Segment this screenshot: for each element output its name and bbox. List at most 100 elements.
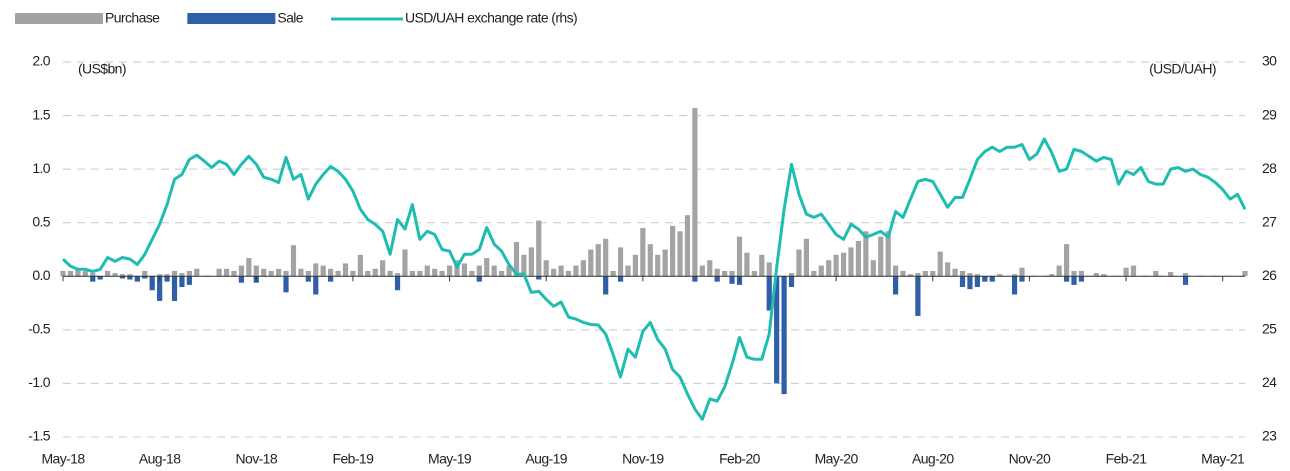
bar — [1011, 274, 1018, 277]
x-tick-label: Feb-20 — [719, 451, 761, 467]
bar — [922, 270, 928, 277]
bar — [328, 268, 334, 277]
bar — [1071, 270, 1077, 277]
bar — [238, 265, 245, 277]
bar — [788, 276, 795, 287]
bar — [461, 263, 468, 277]
bar — [1071, 276, 1077, 285]
y-tick-label: -1.5 — [28, 428, 51, 444]
bar — [974, 274, 980, 277]
bar — [796, 249, 802, 277]
bar — [387, 270, 393, 277]
bar — [231, 270, 237, 277]
bar — [647, 244, 653, 277]
bar — [855, 240, 862, 277]
bar — [476, 276, 482, 282]
y-tick-label: -0.5 — [28, 321, 51, 337]
bar — [610, 270, 616, 277]
bar — [357, 254, 363, 277]
legend-label: Sale — [277, 10, 303, 26]
bar — [290, 245, 297, 277]
legend-label: Purchase — [105, 10, 160, 26]
bar — [1093, 273, 1099, 277]
bar — [603, 276, 609, 295]
bar — [603, 238, 609, 277]
bar — [878, 236, 884, 277]
bar — [551, 268, 557, 277]
y2-tick-label: 27 — [1262, 213, 1277, 229]
bar — [729, 276, 735, 284]
bar — [1182, 276, 1189, 285]
bar — [788, 273, 795, 277]
bar — [1182, 273, 1189, 277]
bar — [937, 251, 943, 277]
bar — [268, 270, 274, 277]
bar — [759, 254, 765, 277]
bar — [818, 265, 824, 277]
bar — [186, 270, 192, 277]
bar — [283, 270, 289, 277]
x-tick-label: May-21 — [1201, 451, 1245, 467]
bar — [536, 276, 542, 280]
bar — [967, 273, 973, 277]
bar — [565, 270, 572, 277]
bar — [171, 276, 178, 301]
bar — [484, 258, 490, 277]
bar — [840, 252, 847, 277]
bar — [915, 273, 921, 277]
bar — [967, 276, 973, 290]
y2-tick-label: 30 — [1262, 53, 1277, 69]
bar — [714, 268, 720, 277]
bar — [915, 276, 921, 316]
y-tick-label: 1.0 — [32, 160, 50, 176]
y-tick-label: -1.0 — [28, 374, 51, 390]
x-tick-label: Aug-19 — [525, 451, 567, 467]
bar — [1123, 267, 1129, 277]
bar — [171, 270, 178, 277]
bar — [424, 265, 430, 277]
bar — [521, 254, 527, 277]
bar — [573, 265, 579, 277]
bar — [432, 268, 438, 277]
bar — [885, 231, 891, 277]
bar — [313, 263, 319, 277]
bar — [1242, 270, 1248, 277]
bar — [127, 274, 133, 277]
y-tick-label: 0.5 — [32, 213, 50, 229]
bar — [1153, 270, 1159, 277]
bar — [729, 270, 735, 277]
bar — [446, 265, 453, 277]
bar — [149, 276, 155, 291]
y-axis-unit: (US$bn) — [78, 61, 126, 77]
bar — [1130, 265, 1137, 277]
bar — [305, 270, 311, 277]
bar — [952, 268, 958, 277]
bar — [900, 270, 906, 277]
x-tick-label: Aug-18 — [139, 451, 181, 467]
bar — [744, 252, 750, 277]
bar — [142, 276, 148, 279]
bar — [989, 276, 995, 282]
bar — [97, 276, 103, 280]
bar — [677, 231, 683, 277]
y2-tick-label: 26 — [1262, 267, 1277, 283]
bar — [253, 265, 259, 277]
bar — [127, 276, 133, 280]
bar — [722, 270, 728, 277]
bar — [491, 265, 497, 277]
bar — [298, 268, 304, 277]
bar — [476, 265, 482, 277]
bar — [179, 273, 185, 277]
y2-tick-label: 24 — [1262, 374, 1277, 390]
bar — [216, 268, 222, 277]
bar — [684, 215, 691, 277]
bar — [506, 265, 512, 277]
x-tick-label: Nov-20 — [1009, 451, 1051, 467]
bar — [164, 274, 170, 277]
line — [61, 137, 1247, 421]
bar — [119, 276, 126, 279]
bar — [134, 276, 140, 282]
bar — [595, 244, 601, 277]
bar — [499, 270, 505, 277]
